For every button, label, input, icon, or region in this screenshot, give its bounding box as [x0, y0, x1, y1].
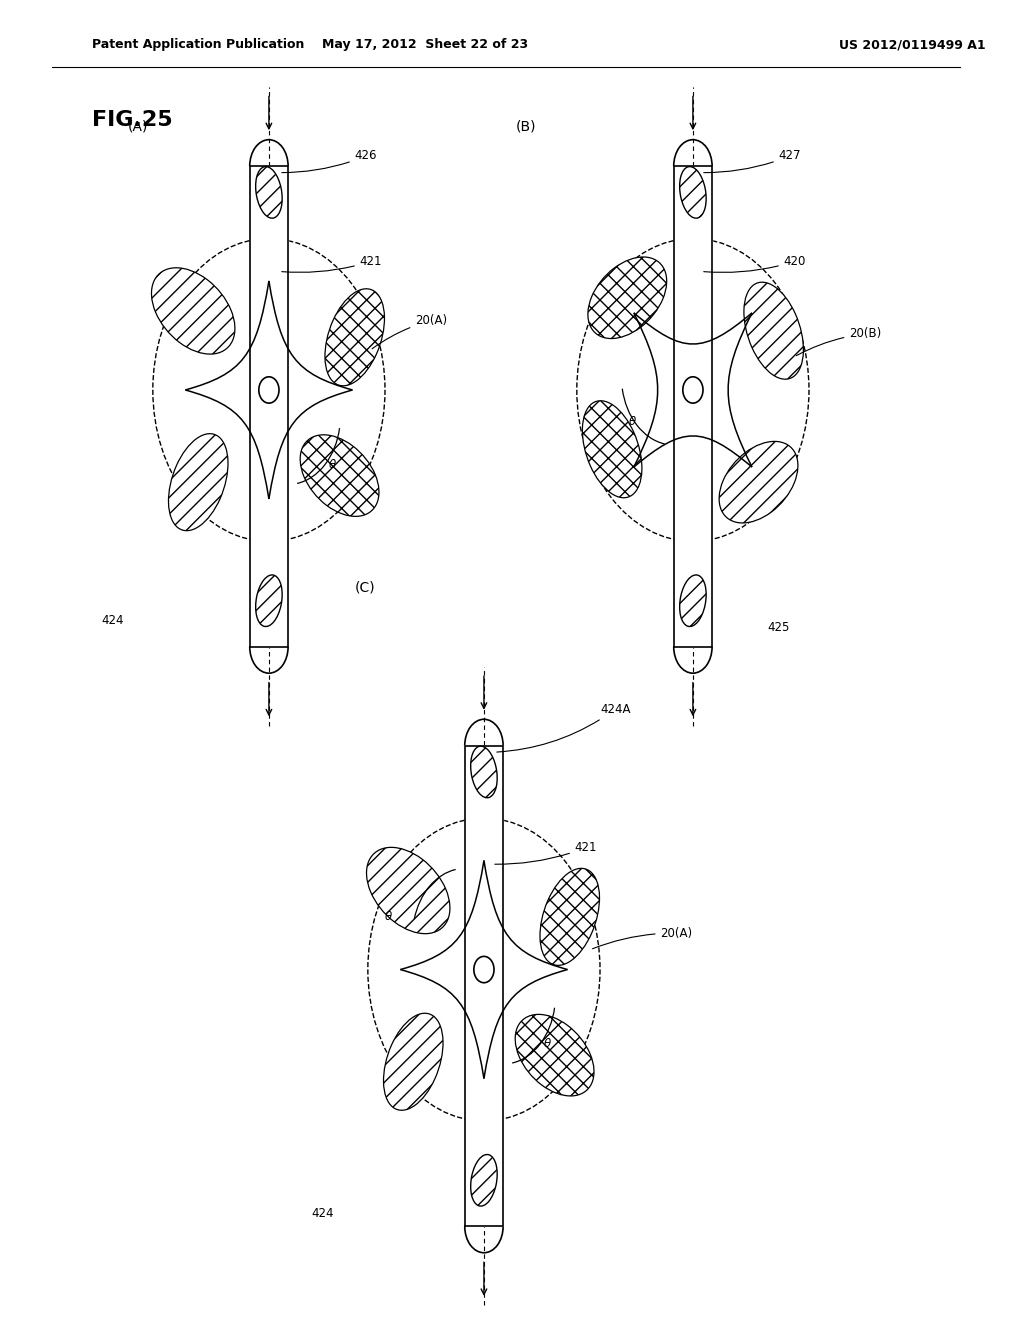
Ellipse shape: [719, 441, 798, 523]
Ellipse shape: [300, 434, 379, 516]
Ellipse shape: [515, 1014, 594, 1096]
Text: 20(B): 20(B): [797, 327, 882, 355]
Text: θ: θ: [384, 911, 391, 924]
Ellipse shape: [384, 1014, 443, 1110]
Ellipse shape: [256, 166, 283, 218]
Text: 20(A): 20(A): [593, 927, 692, 949]
Text: 20(A): 20(A): [372, 314, 447, 348]
Text: May 17, 2012  Sheet 22 of 23: May 17, 2012 Sheet 22 of 23: [323, 38, 528, 51]
Text: (C): (C): [354, 581, 375, 594]
Text: θ: θ: [629, 414, 636, 428]
Ellipse shape: [367, 847, 450, 933]
Text: 420: 420: [703, 255, 806, 272]
Text: 421: 421: [282, 255, 382, 272]
Text: Patent Application Publication: Patent Application Publication: [92, 38, 304, 51]
Ellipse shape: [540, 869, 599, 965]
Text: 424: 424: [311, 1206, 334, 1220]
Text: 424: 424: [101, 614, 124, 627]
Circle shape: [474, 957, 494, 982]
Text: 421: 421: [495, 841, 597, 865]
Polygon shape: [250, 166, 288, 647]
Text: (A): (A): [127, 120, 147, 133]
Circle shape: [683, 376, 703, 403]
Polygon shape: [465, 746, 503, 1226]
Ellipse shape: [680, 166, 707, 218]
Text: θ: θ: [544, 1038, 551, 1051]
Ellipse shape: [471, 746, 498, 797]
Ellipse shape: [256, 576, 283, 627]
Ellipse shape: [588, 257, 667, 338]
Text: θ: θ: [329, 458, 336, 470]
Circle shape: [259, 376, 279, 403]
Ellipse shape: [743, 282, 804, 379]
Text: 427: 427: [703, 149, 801, 173]
Ellipse shape: [152, 268, 234, 354]
Ellipse shape: [169, 434, 228, 531]
Text: 426: 426: [282, 149, 377, 173]
Polygon shape: [674, 166, 712, 647]
Ellipse shape: [680, 576, 707, 627]
Text: 425: 425: [768, 620, 790, 634]
Text: 424A: 424A: [497, 702, 631, 752]
Ellipse shape: [583, 401, 642, 498]
Ellipse shape: [471, 1155, 498, 1206]
Text: US 2012/0119499 A1: US 2012/0119499 A1: [840, 38, 986, 51]
Text: (B): (B): [516, 120, 537, 133]
Text: FIG.25: FIG.25: [92, 110, 173, 129]
Ellipse shape: [325, 289, 384, 385]
